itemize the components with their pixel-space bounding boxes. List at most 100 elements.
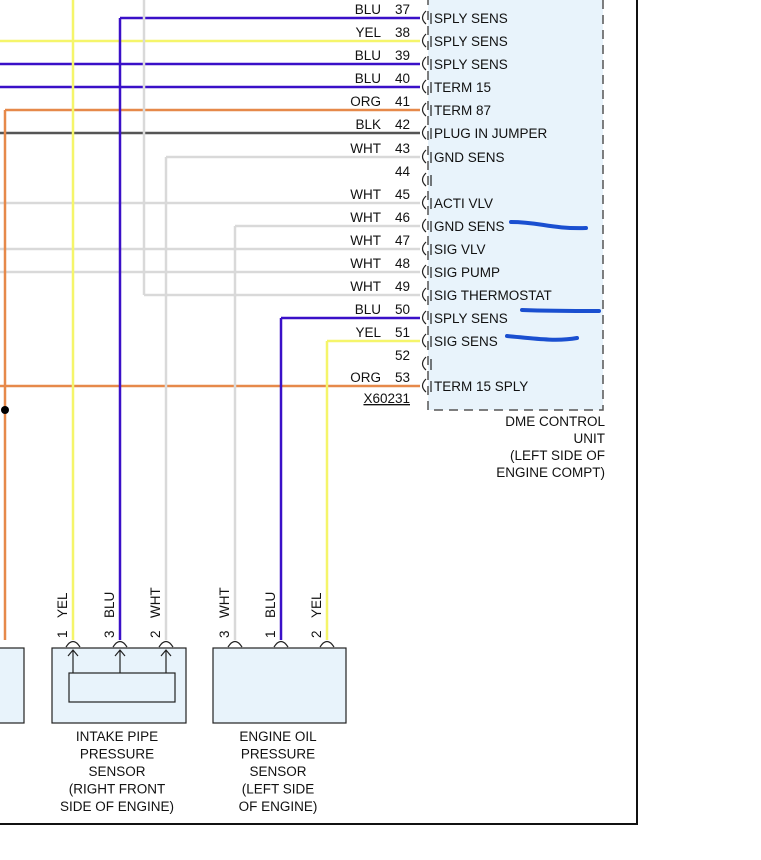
dme-label-line: (LEFT SIDE OF	[510, 448, 605, 463]
oil_sensor-label-line: SENSOR	[249, 764, 306, 779]
oil_sensor-label-line: PRESSURE	[241, 747, 315, 762]
oil_sensor-pin-color: BLU	[263, 592, 278, 618]
intake_sensor-pin-socket	[65, 640, 81, 648]
intake_sensor-pin-color: YEL	[55, 592, 70, 618]
pin-number-37: 37	[395, 2, 410, 17]
annotation-mark-51	[505, 334, 579, 342]
pin-function-47: SIG VLV	[434, 242, 486, 257]
dme-label: DME CONTROL UNIT (LEFT SIDE OF ENGINE COMPT…	[496, 414, 605, 480]
pin-function-50: SPLY SENS	[434, 311, 508, 326]
intake_sensor-pin-socket	[112, 640, 128, 648]
engine-oil-pressure-sensor-box	[212, 647, 347, 724]
pin-socket-52	[421, 356, 427, 371]
pin-function-40: TERM 15	[434, 80, 491, 95]
wire-color-43: WHT	[350, 141, 381, 156]
intake_sensor-label-line: INTAKE PIPE	[76, 729, 158, 744]
pin-number-49: 49	[395, 279, 410, 294]
pin-socket-42	[421, 125, 427, 140]
intake_sensor-label-line: SENSOR	[88, 764, 145, 779]
oil_sensor-pin-color: YEL	[309, 592, 324, 618]
wire-color-51: YEL	[355, 325, 381, 340]
pin-socket-39	[421, 56, 427, 71]
pin-socket-51	[421, 333, 427, 348]
arrow-icon	[114, 649, 126, 673]
pin-socket-44	[421, 172, 427, 187]
intake_sensor-pin-color: WHT	[148, 587, 163, 618]
intake_sensor-pin-socket	[158, 640, 174, 648]
intake_sensor-pin-color: BLU	[102, 592, 117, 618]
oil_sensor-pin-socket	[227, 640, 243, 648]
wire-color-39: BLU	[355, 48, 381, 63]
pin-function-53: TERM 15 SPLY	[434, 379, 528, 394]
intake_sensor-pin-number: 1	[55, 630, 70, 638]
intake_sensor-label-line: (RIGHT FRONT	[69, 782, 166, 797]
wires	[0, 0, 420, 640]
intake-sensor-element	[68, 672, 176, 703]
oil_sensor-pin-number: 3	[217, 630, 232, 638]
pin-function-51: SIG SENS	[434, 334, 498, 349]
intake_sensor-pin-number: 2	[148, 630, 163, 638]
pin-number-46: 46	[395, 210, 410, 225]
pin-socket-47	[421, 241, 427, 256]
pin-function-37: SPLY SENS	[434, 11, 508, 26]
pin-function-45: ACTI VLV	[434, 196, 493, 211]
oil_sensor-label-line: ENGINE OIL	[239, 729, 317, 744]
oil_sensor-pin-number: 1	[263, 630, 278, 638]
wire-color-50: BLU	[355, 302, 381, 317]
wire-color-53: ORG	[350, 370, 381, 385]
pin-socket-40	[421, 79, 427, 94]
wire-color-45: WHT	[350, 187, 381, 202]
pin-number-48: 48	[395, 256, 410, 271]
pin-number-45: 45	[395, 187, 410, 202]
wire-color-42: BLK	[355, 117, 381, 132]
intake_sensor-label-line: SIDE OF ENGINE)	[60, 799, 174, 814]
pin-number-43: 43	[395, 141, 410, 156]
pin-number-42: 42	[395, 117, 410, 132]
pin-socket-50	[421, 310, 427, 325]
oil_sensor-pin-number: 2	[309, 630, 324, 638]
pin-function-41: TERM 87	[434, 103, 491, 118]
dme-label-line: DME CONTROL	[505, 414, 605, 429]
arrow-icon	[160, 649, 172, 673]
oil_sensor-label-line: OF ENGINE)	[239, 799, 318, 814]
pin-number-41: 41	[395, 94, 410, 109]
splice-dot	[1, 406, 9, 414]
oil_sensor-pin-socket	[319, 640, 335, 648]
oil_sensor-pin-color: WHT	[217, 587, 232, 618]
pin-function-43: GND SENS	[434, 150, 505, 165]
pin-function-38: SPLY SENS	[434, 34, 508, 49]
wire-color-47: WHT	[350, 233, 381, 248]
pin-number-53: 53	[395, 370, 410, 385]
pin-number-39: 39	[395, 48, 410, 63]
annotation-mark-50	[520, 308, 601, 313]
pin-socket-37	[421, 10, 427, 25]
wire-color-48: WHT	[350, 256, 381, 271]
intake_sensor-label-line: PRESSURE	[80, 747, 154, 762]
pin-number-50: 50	[395, 302, 410, 317]
pin-number-47: 47	[395, 233, 410, 248]
oil_sensor-pin-socket	[273, 640, 289, 648]
pin-socket-53	[421, 378, 427, 393]
partial-component-box	[0, 647, 25, 724]
wire-color-37: BLU	[355, 2, 381, 17]
pin-number-38: 38	[395, 25, 410, 40]
pin-socket-41	[421, 102, 427, 117]
pin-socket-49	[421, 287, 427, 302]
dme-label-line: UNIT	[574, 431, 606, 446]
handwritten-annotations	[505, 220, 601, 342]
pin-number-44: 44	[395, 164, 411, 179]
pin-socket-38	[421, 33, 427, 48]
wire-color-40: BLU	[355, 71, 381, 86]
arrow-icon	[67, 649, 79, 673]
oil_sensor-label-line: (LEFT SIDE	[242, 782, 315, 797]
wire-color-41: ORG	[350, 94, 381, 109]
dme-label-line: ENGINE COMPT)	[496, 465, 605, 480]
pin-socket-45	[421, 195, 427, 210]
wire-color-49: WHT	[350, 279, 381, 294]
pin-function-42: PLUG IN JUMPER	[434, 126, 548, 141]
pin-number-51: 51	[395, 325, 410, 340]
pin-function-49: SIG THERMOSTAT	[434, 288, 552, 303]
annotation-mark-46	[509, 220, 588, 231]
pin-socket-48	[421, 264, 427, 279]
